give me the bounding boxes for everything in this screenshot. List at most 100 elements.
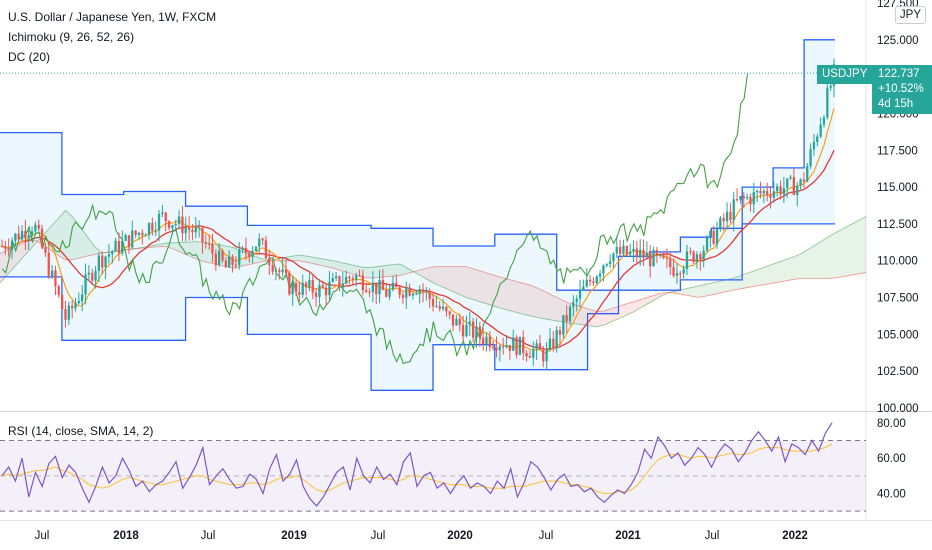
candle-body — [127, 235, 131, 248]
grid — [0, 0, 932, 521]
rsi-tick-label: 40.00 — [877, 489, 906, 501]
price-tick-label: 125.000 — [877, 35, 919, 47]
cloud-segment — [443, 266, 452, 291]
candle-body — [729, 211, 732, 221]
price-tick-label: 127.500 — [877, 0, 919, 10]
cloud-segment — [87, 236, 95, 257]
cloud-segment — [392, 263, 401, 277]
lagging-span — [1, 73, 749, 365]
candle-body — [518, 336, 521, 355]
candle-body — [819, 124, 822, 137]
candle-body — [61, 295, 64, 309]
cloud-segment — [327, 259, 335, 269]
cloud-segment — [181, 242, 190, 257]
cloud-segment — [807, 245, 816, 279]
cloud-segment — [771, 262, 779, 284]
candle-body — [64, 309, 67, 320]
candle-body — [355, 275, 358, 280]
candle-body — [24, 231, 27, 239]
candle-body — [598, 273, 602, 277]
candle-body — [441, 306, 445, 309]
rsi-legend[interactable]: RSI (14, close, SMA, 14, 2) — [8, 424, 154, 438]
cloud-segment — [509, 279, 517, 313]
candle-body — [184, 227, 187, 234]
price-tick-label: 112.500 — [877, 219, 918, 231]
candle-body — [548, 338, 552, 349]
candle-body — [74, 303, 77, 309]
cloud-segment — [196, 241, 204, 262]
cloud-segment — [342, 262, 350, 274]
candle-body — [578, 289, 582, 299]
dc-lower-line — [0, 223, 835, 391]
candle-body — [465, 324, 468, 337]
candle-body — [592, 281, 595, 284]
candle-body — [679, 273, 682, 275]
candle-body — [725, 211, 729, 222]
cloud-segment — [545, 292, 554, 321]
candle-body — [395, 282, 398, 288]
candle-body — [161, 212, 164, 214]
last-price-tag: 122.737 +10.52% 4d 15h — [872, 65, 932, 114]
candle-body — [335, 276, 338, 279]
price-tick-label: 105.000 — [877, 329, 919, 341]
candle-body — [358, 275, 361, 277]
candle-body — [472, 321, 475, 338]
conversion-line — [1, 108, 835, 354]
candle-body — [756, 191, 759, 192]
candle-body — [221, 250, 224, 261]
candle-body — [826, 87, 829, 118]
candle-body — [495, 347, 498, 351]
rsi-sma-line — [1, 443, 833, 495]
ichimoku-legend[interactable]: Ichimoku (9, 26, 52, 26) — [8, 30, 135, 44]
candle-body — [137, 232, 141, 235]
cloud-segment — [72, 217, 81, 260]
cloud-segment — [793, 254, 801, 280]
cloud-segment — [502, 277, 510, 311]
candle-body — [94, 270, 97, 281]
rsi-tick-label: 80.00 — [877, 418, 906, 430]
cloud-segment — [0, 250, 8, 283]
candle-body — [749, 197, 752, 205]
cloud-segment — [698, 284, 706, 298]
candle-body — [542, 349, 545, 362]
candle-body — [498, 346, 501, 351]
cloud-segment — [727, 277, 736, 292]
time-tick-label: 2018 — [113, 530, 139, 542]
candle-body — [605, 264, 608, 266]
cloud-segment — [764, 264, 772, 285]
candle-body — [408, 287, 411, 296]
cloud-segment — [516, 281, 524, 315]
cloud-segment — [844, 224, 852, 277]
candle-body — [759, 191, 762, 194]
candle-body — [301, 282, 304, 295]
candle-body — [258, 238, 261, 247]
candle-body — [104, 256, 107, 268]
candle-body — [425, 291, 428, 293]
candle-body — [609, 261, 612, 264]
candle-body — [478, 326, 481, 338]
dc-legend[interactable]: DC (20) — [8, 50, 51, 64]
time-tick-label: 2022 — [782, 530, 808, 542]
candle-body — [37, 224, 40, 229]
currency-badge[interactable]: JPY — [894, 6, 926, 24]
cloud-segment — [305, 255, 313, 264]
cloud-segment — [684, 287, 692, 297]
candle-body — [388, 289, 391, 297]
time-tick-label: Jul — [371, 530, 386, 542]
candle-body — [71, 305, 74, 309]
candle-body — [234, 264, 237, 266]
candle-body — [365, 290, 368, 292]
time-axis[interactable]: Jul 2018 Jul 2019 Jul 2020 Jul 2021 Jul 2022 — [35, 530, 808, 542]
cloud-segment — [640, 297, 648, 308]
candle-body — [271, 265, 274, 272]
cloud-segment — [633, 299, 641, 313]
candle-body — [211, 243, 214, 254]
cloud-segment — [312, 257, 321, 266]
candle-body — [54, 270, 57, 287]
candle-body — [722, 217, 725, 222]
candle-body — [101, 255, 104, 268]
candle-body — [278, 270, 281, 273]
cloud-segment — [553, 295, 561, 322]
candle-body — [532, 349, 535, 358]
